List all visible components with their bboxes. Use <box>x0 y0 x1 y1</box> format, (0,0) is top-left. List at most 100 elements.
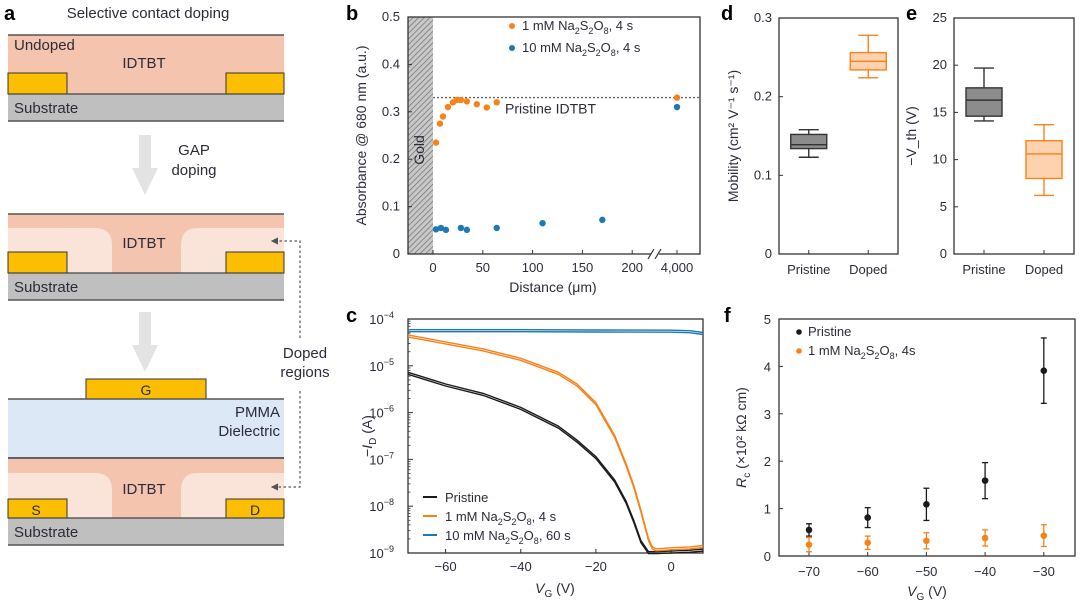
data-point-b-blue <box>457 224 465 232</box>
process-arrow-icon <box>132 312 158 372</box>
axis-break-mark <box>654 248 662 260</box>
box-e-doped <box>1025 140 1063 180</box>
y-axis-label-d: Mobility (cm² V⁻¹ s⁻¹) <box>725 70 741 202</box>
substrate-label: Substrate <box>14 524 78 541</box>
x-tick-label-f: −60 <box>857 564 879 579</box>
x-axis-label-c: VG (V) <box>535 580 575 600</box>
legend-label-b: 1 mM Na2S2O8, 4 s <box>522 18 634 36</box>
panel-a-schematic: a Selective contact doping Undoped IDTBT… <box>4 3 330 546</box>
legend-label-c: Pristine <box>445 490 488 505</box>
y-tick-label-b: 0.2 <box>382 151 400 166</box>
y-tick-label-d: 0.1 <box>754 167 772 182</box>
curve-c-Pristine <box>407 373 704 555</box>
plot-frame-f <box>778 318 1076 557</box>
data-point-b-blue <box>432 226 440 233</box>
data-point-b-orange <box>436 120 444 127</box>
y-tick-label-b: 0.4 <box>382 56 400 71</box>
y-tick-label-b: 0.3 <box>382 104 400 119</box>
data-point-b-blue <box>442 226 450 234</box>
data-point-b-orange <box>673 94 681 101</box>
left-contact <box>7 251 68 274</box>
data-point-b-orange <box>463 98 471 105</box>
box-d-pristine <box>790 133 828 150</box>
y-tick-label-d: 0.2 <box>754 89 772 104</box>
device-undoped: Undoped IDTBT Substrate <box>7 34 285 122</box>
data-point-f-doped <box>923 537 930 545</box>
data-point-b-blue <box>493 224 500 232</box>
y-tick-label-e: 10 <box>933 152 947 167</box>
data-point-b-blue <box>539 219 546 227</box>
y-tick-label-c: 10−4 <box>369 310 394 327</box>
y-tick-label-c: 10−5 <box>369 357 394 374</box>
y-axis-label-c: −ID (A) <box>359 415 379 457</box>
data-point-b-orange <box>473 101 481 108</box>
pmma-label: PMMA <box>235 404 280 421</box>
regions-label: regions <box>280 364 329 381</box>
x-tick-label-f: −30 <box>1033 564 1055 579</box>
y-tick-label-d: 0 <box>765 246 772 261</box>
y-axis-label-f: Rc (×10² kΩ cm) <box>733 387 753 488</box>
gold-label: Gold <box>411 135 427 165</box>
data-point-b-blue <box>673 103 681 111</box>
y-tick-label-c: 10−7 <box>369 450 394 467</box>
y-tick-label-f: 5 <box>764 312 771 327</box>
data-point-f-doped <box>805 541 813 548</box>
legend-marker-f <box>796 329 802 335</box>
device-top-gate: G PMMA Dielectric S D IDTBT Substrate <box>7 378 285 546</box>
y-tick-label-c: 10−9 <box>369 544 394 561</box>
panel-a-title: Selective contact doping <box>67 5 230 22</box>
panel-letter-e: e <box>906 3 917 25</box>
legend-label-c: 1 mM Na2S2O8, 4 s <box>445 509 557 527</box>
left-contact <box>7 72 68 95</box>
doped-regions-callout: Doped regions <box>270 237 330 491</box>
legend-label-b: 10 mM Na2S2O8, 4 s <box>522 40 641 58</box>
right-contact <box>225 251 285 274</box>
data-point-f-doped <box>1040 532 1048 539</box>
substrate-layer <box>8 94 284 121</box>
curve-c-1 <box>407 336 704 552</box>
y-tick-label-f: 3 <box>764 407 771 422</box>
dielectric-label: Dielectric <box>218 423 280 440</box>
axis-break-mark <box>647 248 655 260</box>
curve-c-1 <box>407 334 704 550</box>
x-tick-label-c: −40 <box>510 559 532 574</box>
y-tick-label-f: 2 <box>764 454 771 469</box>
y-tick-label-e: 20 <box>933 57 947 72</box>
y-tick-label-f: 4 <box>764 359 771 374</box>
y-tick-label-e: 25 <box>933 10 947 25</box>
substrate-label: Substrate <box>14 100 78 117</box>
plot-frame-e <box>953 17 1075 255</box>
substrate-layer <box>8 273 284 300</box>
y-tick-label-b: 0.1 <box>382 199 400 214</box>
legend-label-f: 1 mM Na2S2O8, 4s <box>808 343 916 361</box>
x-tick-label-c: −20 <box>585 559 607 574</box>
x-tick-label-c: 0 <box>667 559 674 574</box>
data-point-b-orange <box>444 103 452 111</box>
legend-label-c: 10 mM Na2S2O8, 60 s <box>445 528 571 546</box>
y-axis-label-b: Absorbance @ 680 nm (a.u.) <box>353 46 369 226</box>
x-tick-label-f: −70 <box>798 564 820 579</box>
data-point-b-blue <box>463 226 471 234</box>
y-tick-label-d: 0.3 <box>754 10 772 25</box>
axis-break-gap <box>651 248 659 260</box>
curve-c-10 <box>408 331 704 336</box>
gold-shaded-region <box>408 17 433 254</box>
idtbt-label: IDTBT <box>122 235 165 252</box>
x-axis-label-b: Distance (μm) <box>509 279 596 295</box>
undoped-label: Undoped <box>14 37 75 54</box>
plot-frame-c <box>407 318 704 554</box>
category-label-d: Pristine <box>787 262 830 277</box>
x-tick-label-b: 200 <box>621 260 643 275</box>
data-point-b-orange <box>432 139 440 146</box>
process-arrow-icon <box>132 135 158 195</box>
y-tick-label-e: 0 <box>940 246 947 261</box>
x-tick-label-b: 150 <box>572 260 594 275</box>
doped-label: Doped <box>283 345 327 362</box>
y-tick-label-f: 1 <box>764 502 771 517</box>
y-tick-label-c: 10−6 <box>369 404 394 421</box>
box-e-pristine <box>965 87 1003 117</box>
data-point-f-doped <box>864 539 871 547</box>
doping-label: doping <box>171 162 216 179</box>
